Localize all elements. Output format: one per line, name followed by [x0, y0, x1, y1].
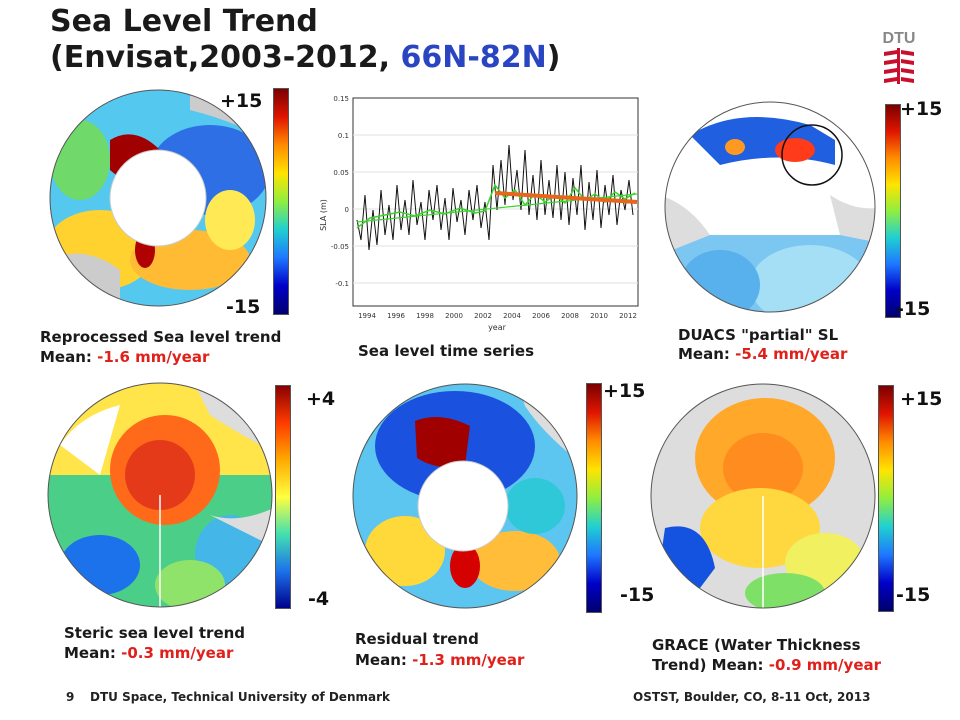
duacs-colorbar-max: +15: [900, 98, 943, 120]
duacs-colorbar-min: -15: [896, 298, 931, 320]
grace-mean-label: Trend) Mean:: [652, 656, 769, 674]
ytick-5: -0.1: [335, 280, 349, 288]
reprocessed-mean-value: -1.6 mm/year: [97, 348, 210, 366]
reprocessed-caption: Reprocessed Sea level trend: [40, 328, 282, 346]
reprocessed-mean: Mean: -1.6 mm/year: [40, 348, 209, 367]
grace-mean-value: -0.9 mm/year: [768, 656, 882, 674]
reprocessed-colorbar: [273, 88, 289, 315]
residual-colorbar-max: +15: [603, 380, 646, 402]
xtick-0: 1994: [358, 312, 376, 320]
title-line-1: Sea Level Trend: [50, 4, 318, 39]
duacs-mean-value: -5.4 mm/year: [735, 345, 848, 363]
title-latitude-range: 66N-82N: [400, 40, 547, 75]
reprocessed-colorbar-min: -15: [226, 296, 261, 318]
envisat-period-trend: [494, 191, 638, 204]
slide-title: Sea Level Trend (Envisat,2003-2012, 66N-…: [50, 4, 560, 76]
grace-colorbar-max: +15: [900, 388, 943, 410]
duacs-colorbar: [885, 104, 901, 318]
steric-trend-map: [47, 382, 273, 608]
title-line-2: (Envisat,2003-2012, 66N-82N): [50, 40, 560, 76]
page-number: 9: [66, 690, 75, 704]
footer-event: OSTST, Boulder, CO, 8-11 Oct, 2013: [633, 690, 871, 704]
timeseries-ylabel: SLA (m): [319, 199, 328, 231]
timeseries-caption: Sea level time series: [358, 342, 535, 360]
title-line-2-suffix: ): [546, 40, 561, 75]
reprocessed-trend-map: [49, 89, 267, 307]
timeseries-xlabel: year: [488, 323, 507, 332]
ytick-2: 0.05: [333, 169, 349, 177]
duacs-highlight-circle: [781, 124, 843, 186]
xtick-1: 1996: [387, 312, 405, 320]
steric-caption: Steric sea level trend: [64, 624, 246, 642]
duacs-mean: Mean: -5.4 mm/year: [678, 345, 847, 364]
steric-mean: Mean: -0.3 mm/year: [64, 644, 233, 663]
residual-colorbar: [586, 383, 602, 613]
steric-mean-value: -0.3 mm/year: [121, 644, 234, 662]
xtick-8: 2010: [590, 312, 608, 320]
reprocessed-colorbar-max: +15: [220, 90, 263, 112]
duacs-trend-map: [664, 101, 876, 313]
residual-trend-map: [352, 383, 578, 609]
residual-mean: Mean: -1.3 mm/year: [355, 651, 524, 670]
ytick-1: 0.1: [338, 132, 349, 140]
sea-level-time-series-chart: SLA (m) year 0.15 0.1 0.05 0 -0.05 -0.1 …: [319, 95, 639, 332]
dtu-logo: DTU: [883, 30, 916, 84]
ytick-0: 0.15: [333, 95, 349, 103]
residual-caption: Residual trend: [355, 630, 479, 648]
dtu-logo-text: DTU: [883, 30, 916, 47]
residual-mean-value: -1.3 mm/year: [412, 651, 525, 669]
xtick-6: 2006: [532, 312, 550, 320]
residual-colorbar-min: -15: [620, 584, 655, 606]
title-line-2-prefix: (Envisat,2003-2012,: [50, 40, 401, 75]
grace-colorbar-min: -15: [896, 584, 931, 606]
grace-colorbar: [878, 385, 894, 612]
steric-mean-label: Mean:: [64, 644, 122, 662]
grace-mean: Trend) Mean: -0.9 mm/year: [652, 656, 881, 675]
xtick-5: 2004: [503, 312, 521, 320]
steric-colorbar-min: -4: [308, 588, 330, 610]
steric-colorbar: [275, 385, 291, 609]
duacs-caption: DUACS "partial" SL: [678, 326, 839, 344]
xtick-9: 2012: [619, 312, 637, 320]
footer-organization: DTU Space, Technical University of Denma…: [90, 690, 390, 704]
grace-trend-map: [650, 383, 876, 609]
sla-monthly-series: [356, 144, 634, 251]
xtick-2: 1998: [416, 312, 434, 320]
ytick-3: 0: [345, 206, 349, 214]
grace-caption: GRACE (Water Thickness: [652, 636, 861, 654]
xtick-3: 2000: [445, 312, 463, 320]
ytick-4: -0.05: [331, 243, 349, 251]
reprocessed-mean-label: Mean:: [40, 348, 98, 366]
duacs-mean-label: Mean:: [678, 345, 736, 363]
xtick-7: 2008: [561, 312, 579, 320]
xtick-4: 2002: [474, 312, 492, 320]
residual-mean-label: Mean:: [355, 651, 413, 669]
steric-colorbar-max: +4: [306, 388, 336, 410]
